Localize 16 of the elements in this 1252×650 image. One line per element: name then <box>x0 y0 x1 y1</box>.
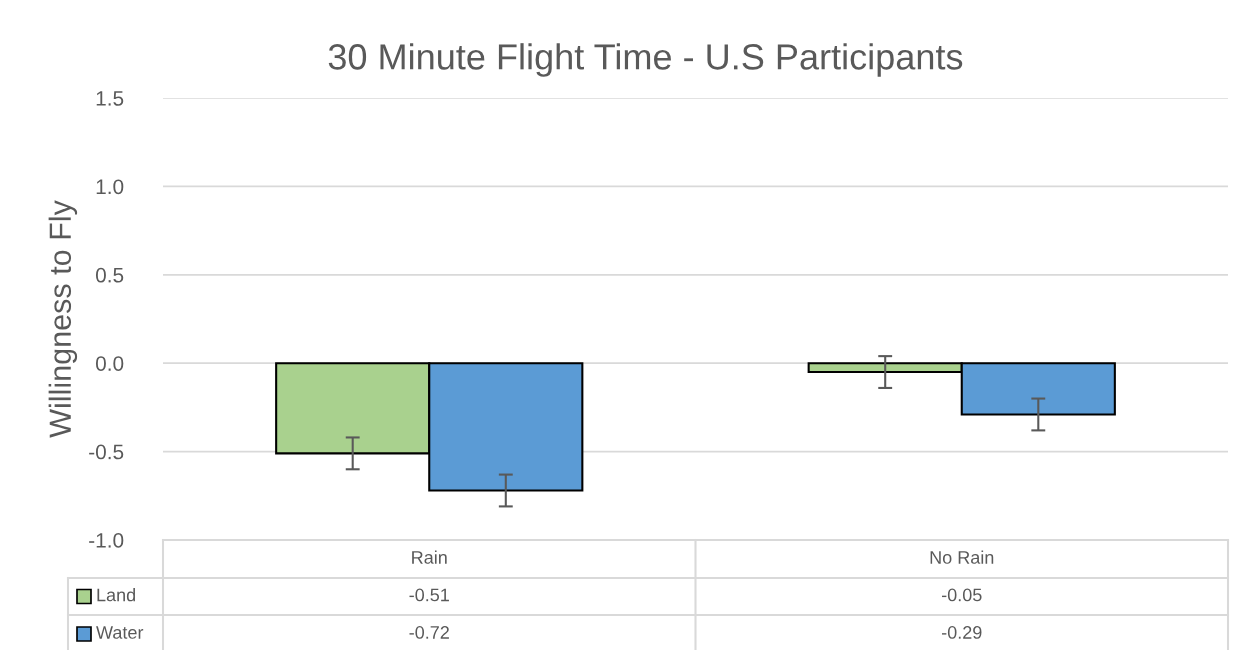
y-tick-label: -1.0 <box>89 533 124 548</box>
x-tick-label: Rain <box>412 550 447 564</box>
data-label: -0.51 <box>409 588 449 602</box>
legend-label: Water <box>96 626 144 639</box>
y-tick-label: 0.0 <box>95 356 124 371</box>
data-label: -0.72 <box>409 626 449 639</box>
x-tick-label: No Rain <box>930 550 994 564</box>
y-tick-label: 1.5 <box>96 91 124 106</box>
y-tick-label: -0.5 <box>89 444 124 460</box>
legend-label: Land <box>97 588 135 602</box>
chart-title: 30 Minute Flight Time - U.S Participants <box>328 43 963 77</box>
data-label: -0.29 <box>941 626 982 639</box>
y-tick-label: 1.0 <box>96 179 124 195</box>
data-label: -0.05 <box>941 588 982 602</box>
y-tick-label: 0.5 <box>95 267 124 283</box>
y-axis-title: Willingness to Fly <box>48 200 78 438</box>
